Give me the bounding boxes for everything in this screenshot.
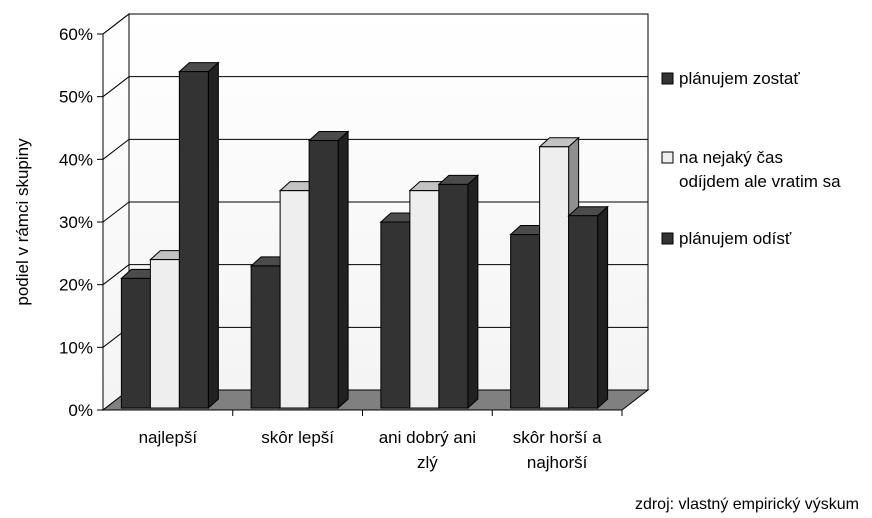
x-category-label: skôr horší a najhorší [513, 428, 602, 472]
x-category-label: skôr lepší [261, 428, 334, 447]
x-category-labels: najlepší skôr lepší ani dobrý ani zlý skôr h… [139, 428, 603, 472]
bars [120, 61, 609, 410]
legend: plánujem zostať na nejaký čas odíjdem ale … [661, 69, 841, 248]
bar [437, 174, 480, 410]
gridline [102, 138, 648, 160]
legend-swatch [661, 232, 674, 245]
axes [97, 33, 623, 416]
gridline [102, 76, 648, 98]
y-tick-label: 30% [59, 213, 93, 232]
legend-item: plánujem zostať [661, 69, 800, 88]
y-axis-label: podiel v rámci skupiny [13, 138, 32, 306]
bar [567, 205, 609, 410]
legend-item: na nejaký čas odíjdem ale vratim sa [661, 148, 841, 191]
y-tick-labels: 0% 10% 20% 30% 40% 50% 60% [59, 25, 93, 420]
source-note: zdroj: vlastný empirický výskum [635, 496, 859, 513]
y-tick-label: 50% [59, 88, 93, 107]
legend-label: na nejaký čas odíjdem ale vratim sa [679, 148, 841, 191]
gridline [102, 13, 648, 35]
legend-swatch [661, 72, 674, 85]
y-tick-label: 60% [59, 25, 93, 44]
legend-label: plánujem odísť [679, 229, 792, 248]
x-category-label: najlepší [139, 428, 198, 447]
x-category-label: ani dobrý ani zlý [379, 428, 476, 472]
y-tick-label: 40% [59, 150, 93, 169]
bar [307, 130, 350, 410]
legend-swatch [661, 151, 674, 164]
bar [178, 61, 220, 410]
y-tick-label: 20% [59, 276, 93, 295]
legend-label: plánujem zostať [679, 69, 800, 88]
y-tick-label: 10% [59, 338, 93, 357]
legend-item: plánujem odísť [661, 229, 792, 248]
y-tick-label: 0% [68, 401, 93, 420]
